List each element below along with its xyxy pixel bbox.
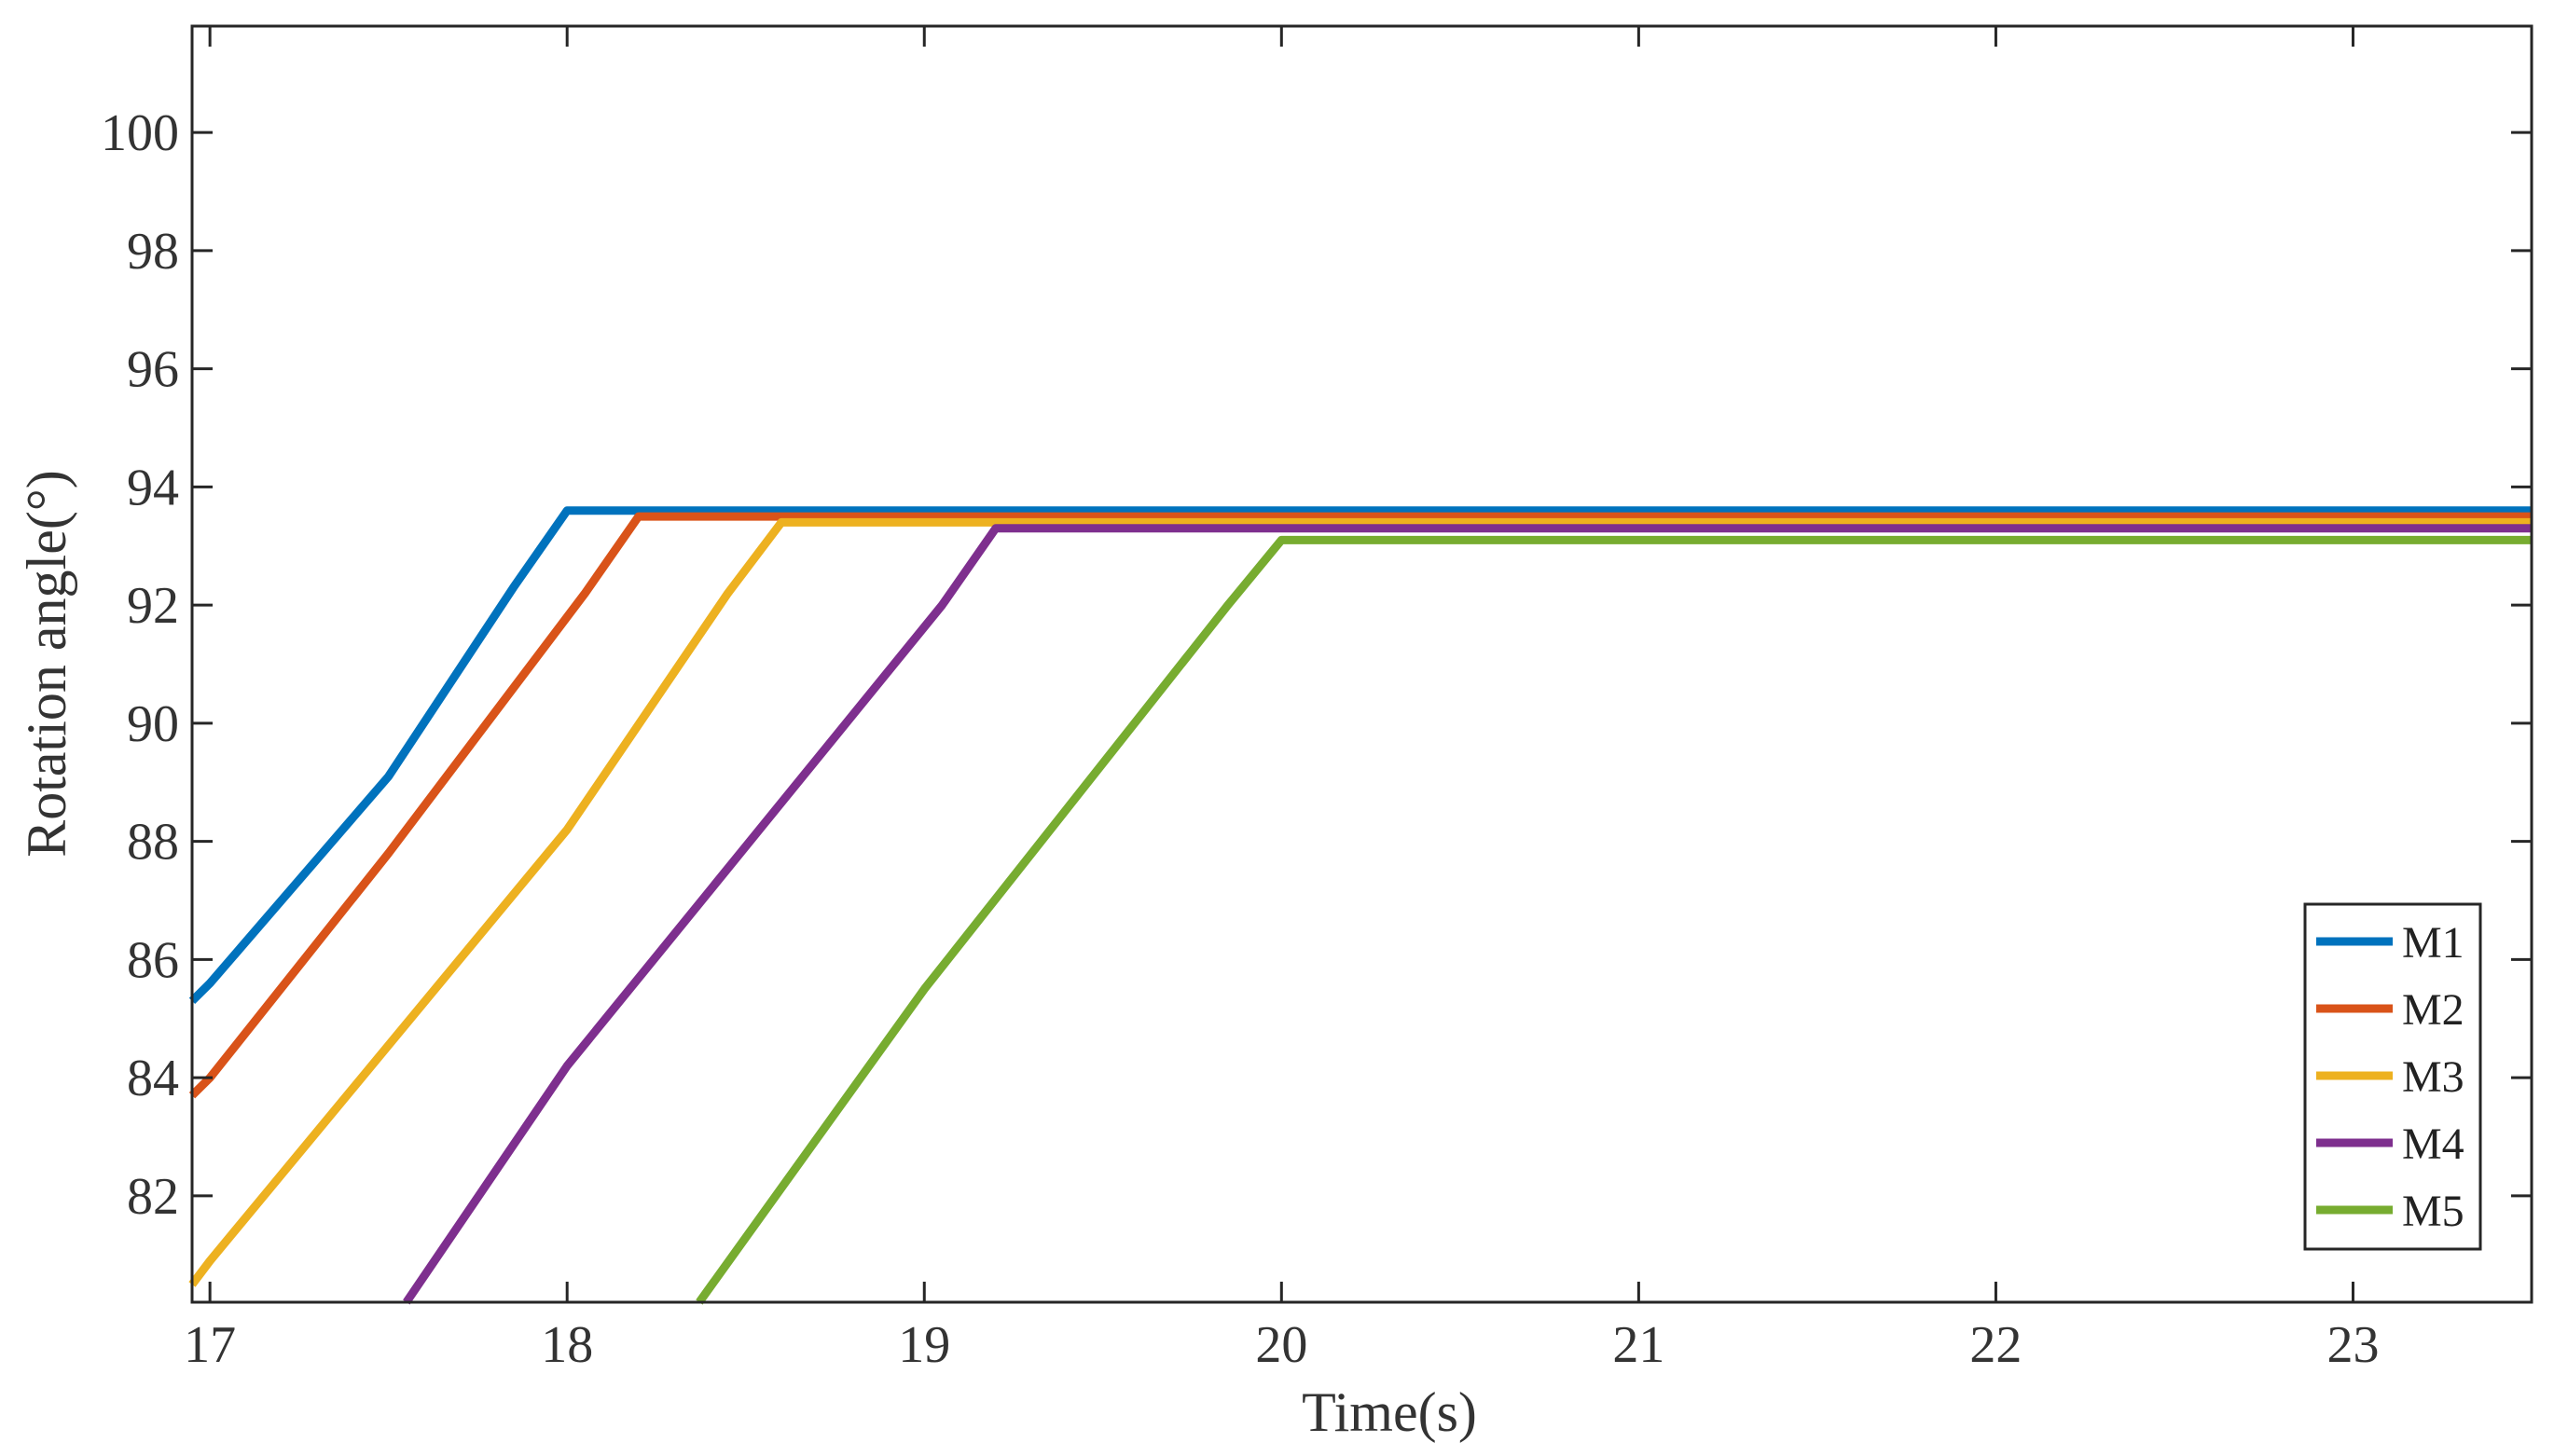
x-tick-label: 17 bbox=[184, 1316, 236, 1374]
x-tick-label: 18 bbox=[541, 1316, 593, 1374]
x-tick-label: 19 bbox=[898, 1316, 950, 1374]
y-tick-label: 96 bbox=[127, 341, 179, 399]
x-tick-label: 20 bbox=[1255, 1316, 1307, 1374]
y-tick-label: 82 bbox=[127, 1168, 179, 1226]
legend-label-m3: M3 bbox=[2402, 1052, 2464, 1102]
legend: M1 M2 M3 M4 M5 bbox=[2303, 902, 2482, 1251]
x-tick-label: 21 bbox=[1612, 1316, 1664, 1374]
y-tick-label: 100 bbox=[101, 104, 179, 162]
series-line-m5 bbox=[696, 535, 2532, 1305]
y-tick-label: 94 bbox=[127, 459, 179, 516]
series-line-m3 bbox=[188, 517, 2532, 1287]
y-tick-label: 86 bbox=[127, 931, 179, 989]
legend-entries: M1 M2 M3 M4 M5 bbox=[2316, 918, 2464, 1236]
tick-layer: 17 18 19 20 21 22 23 82 84 86 88 90 92 94 96 98 100 bbox=[101, 26, 2532, 1374]
series-line-m2 bbox=[188, 512, 2532, 1099]
y-axis-label: Rotation angle(°) bbox=[16, 470, 77, 858]
x-tick-label: 23 bbox=[2326, 1316, 2379, 1374]
legend-label-m2: M2 bbox=[2402, 985, 2464, 1035]
plot-area bbox=[192, 26, 2532, 1302]
legend-label-m1: M1 bbox=[2402, 918, 2464, 968]
series-line-m4 bbox=[403, 524, 2532, 1305]
y-tick-label: 88 bbox=[127, 814, 179, 872]
y-tick-label: 92 bbox=[127, 577, 179, 635]
plot-frame bbox=[190, 24, 2533, 1304]
y-tick-label: 90 bbox=[127, 695, 179, 753]
y-tick-label: 84 bbox=[127, 1050, 179, 1107]
legend-label-m5: M5 bbox=[2402, 1187, 2464, 1236]
series-line-m1 bbox=[188, 506, 2532, 1004]
legend-label-m4: M4 bbox=[2402, 1119, 2464, 1169]
x-tick-label: 22 bbox=[1969, 1316, 2022, 1374]
x-axis-label: Time(s) bbox=[1302, 1381, 1477, 1443]
series-layer bbox=[188, 506, 2532, 1305]
y-tick-label: 98 bbox=[127, 223, 179, 281]
